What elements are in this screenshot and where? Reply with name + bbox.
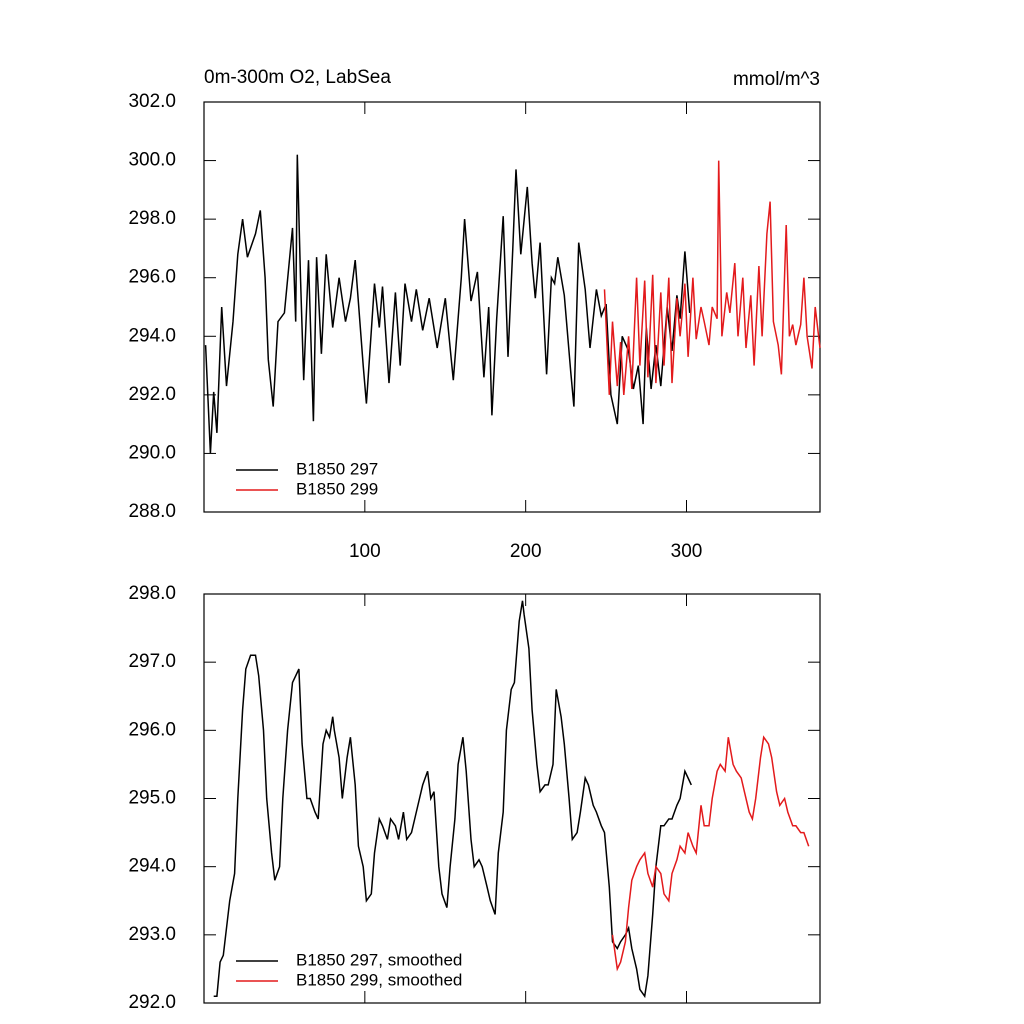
y-tick-label: 293.0 bbox=[128, 924, 176, 945]
y-tick-label: 300.0 bbox=[128, 150, 176, 171]
y-tick-label: 294.0 bbox=[128, 325, 176, 346]
y-tick-label: 292.0 bbox=[128, 992, 176, 1013]
legend-label: B1850 297 bbox=[296, 459, 378, 478]
legend-label: B1850 299, smoothed bbox=[296, 970, 462, 989]
data-line bbox=[603, 160, 821, 395]
chart-title: 0m-300m O2, LabSea bbox=[204, 67, 391, 88]
y-tick-label: 302.0 bbox=[128, 91, 176, 112]
y-tick-label: 296.0 bbox=[128, 267, 176, 288]
x-tick-label: 300 bbox=[671, 541, 703, 562]
y-tick-label: 298.0 bbox=[128, 208, 176, 229]
x-tick-label: 200 bbox=[510, 541, 542, 562]
y-tick-label: 295.0 bbox=[128, 788, 176, 809]
legend-label: B1850 297, smoothed bbox=[296, 950, 462, 969]
plot-frame bbox=[203, 593, 821, 1004]
units-label: mmol/m^3 bbox=[733, 69, 820, 90]
x-tick-label: 100 bbox=[349, 541, 381, 562]
y-tick-label: 292.0 bbox=[128, 384, 176, 405]
y-tick-label: 290.0 bbox=[128, 442, 176, 463]
plot-frame bbox=[203, 101, 821, 513]
legend-label: B1850 299 bbox=[296, 479, 378, 498]
y-tick-label: 288.0 bbox=[128, 501, 176, 522]
y-tick-label: 296.0 bbox=[128, 719, 176, 740]
data-line bbox=[213, 600, 692, 999]
data-line bbox=[204, 154, 691, 454]
y-tick-label: 297.0 bbox=[128, 651, 176, 672]
y-tick-label: 294.0 bbox=[128, 856, 176, 877]
y-tick-label: 298.0 bbox=[128, 583, 176, 604]
data-line bbox=[611, 735, 810, 972]
